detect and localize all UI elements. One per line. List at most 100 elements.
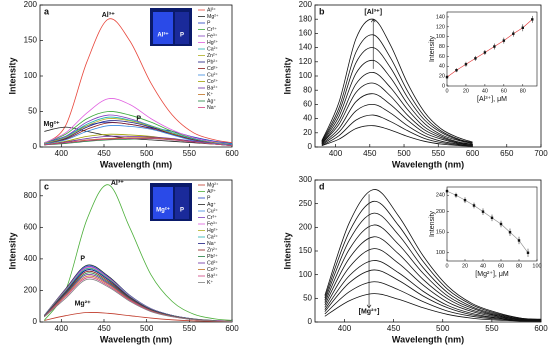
- x-tick-label: 450: [97, 324, 111, 333]
- inset-y-title: Intensity: [429, 210, 436, 237]
- x-tick-label: 600: [466, 149, 480, 158]
- inset-x-tick-label: 0: [445, 88, 448, 94]
- legend-label: Pb²⁺: [207, 254, 218, 260]
- spectrum-line: [324, 200, 541, 321]
- y-tick-label: 0: [308, 317, 313, 326]
- legend-label: Ca²⁺: [207, 234, 218, 240]
- legend-label: Co²⁺: [207, 79, 218, 85]
- y-axis-title: Intensity: [282, 232, 292, 269]
- y-tick-label: 250: [299, 199, 313, 208]
- panel: 400 450 500 550 600 0 50 100 150 200 Wavelength (n…: [7, 0, 239, 169]
- legend-label: Zn²⁺: [207, 53, 218, 59]
- spectrum-line: [321, 72, 473, 145]
- y-axis-title: Intensity: [7, 57, 17, 94]
- y-tick-label: 0: [308, 142, 313, 151]
- y-tick-label: 20: [303, 128, 312, 137]
- inset-y-tick-label: 140: [436, 14, 445, 20]
- legend-label: Hg²⁺: [207, 228, 218, 234]
- y-axis-title: Intensity: [282, 57, 292, 94]
- legend-label: Cr³⁺: [207, 27, 217, 33]
- data-point: [472, 204, 476, 207]
- photo-label: Al³⁺: [157, 32, 168, 39]
- inset-y-tick-label: 0: [442, 83, 445, 89]
- annotation: P: [80, 256, 85, 263]
- legend-label: Cd²⁺: [207, 66, 218, 72]
- spectrum-line: [324, 281, 541, 322]
- legend-label: Na⁺: [207, 105, 217, 111]
- spectrum-line: [321, 125, 473, 147]
- inset-frame: [446, 11, 538, 87]
- legend-label: Ca²⁺: [207, 46, 218, 52]
- data-point: [531, 18, 534, 21]
- inset-y-tick-label: 150: [436, 230, 445, 236]
- data-point: [445, 75, 449, 79]
- spectrum-line: [321, 114, 473, 146]
- spectrum-line: [43, 269, 232, 322]
- data-point: [474, 57, 477, 60]
- data-point: [521, 26, 524, 29]
- spectrum-line: [324, 269, 541, 322]
- inset-x-title: [Mg²⁺], μM: [475, 271, 509, 278]
- inset-x-tick-label: 20: [463, 88, 469, 94]
- inset-x-tick-label: 80: [516, 263, 522, 269]
- x-tick-label: 650: [500, 149, 514, 158]
- y-tick-label: 400: [24, 254, 38, 263]
- x-tick-label: 400: [329, 149, 343, 158]
- spectrum-line: [43, 266, 232, 322]
- annotation: [Mg²⁺]: [359, 308, 380, 315]
- spectrum-line: [324, 236, 541, 321]
- x-tick-label: 600: [534, 324, 548, 333]
- y-tick-label: 800: [24, 191, 38, 200]
- data-point: [526, 251, 530, 254]
- y-tick-label: 100: [24, 71, 38, 80]
- x-tick-label: 550: [183, 149, 197, 158]
- inset-x-title: [Al³⁺], μM: [477, 96, 507, 103]
- data-point: [490, 216, 494, 220]
- legend-label: Al³⁺: [207, 7, 216, 13]
- spectrum-line: [43, 265, 232, 322]
- y-tick-label: 100: [299, 71, 313, 80]
- spectrum-line: [321, 103, 473, 146]
- inset-y-tick-label: 60: [439, 54, 445, 60]
- y-tick-label: 160: [299, 29, 313, 38]
- legend-label: Cu²⁺: [207, 208, 218, 214]
- inset-x-tick-label: 80: [520, 88, 526, 94]
- annotation: P: [136, 115, 141, 122]
- y-tick-label: 80: [303, 85, 312, 94]
- y-tick-label: 60: [303, 100, 312, 109]
- y-tick-label: 150: [299, 246, 313, 255]
- annotation: Mg²⁺: [43, 121, 59, 128]
- inset-y-tick-label: 100: [436, 250, 445, 256]
- inset-y-tick-label: 100: [436, 34, 445, 40]
- legend-label: P: [207, 20, 211, 26]
- x-tick-label: 600: [225, 324, 239, 333]
- legend-label: Fe³⁺: [207, 33, 218, 39]
- inset-y-tick-label: 40: [439, 64, 445, 70]
- data-point: [517, 239, 521, 242]
- data-point: [508, 231, 512, 234]
- panel-label: a: [44, 6, 50, 16]
- spectrum-line: [43, 266, 232, 322]
- data-point: [493, 45, 496, 48]
- x-tick-label: 500: [140, 149, 154, 158]
- legend-label: Mg²⁺: [207, 14, 219, 20]
- inset-y-tick-label: 120: [436, 24, 445, 30]
- inset-x-tick-label: 20: [462, 263, 468, 269]
- x-tick-label: 450: [97, 149, 111, 158]
- y-tick-label: 200: [24, 0, 38, 9]
- annotation: Mg²⁺: [75, 301, 91, 308]
- spectrum-line: [44, 278, 232, 322]
- legend-label: K⁺: [207, 280, 213, 286]
- x-axis-title: Wavelength (nm): [392, 159, 464, 169]
- legend-label: Zn²⁺: [207, 247, 218, 253]
- legend-label: Al³⁺: [207, 189, 216, 195]
- x-tick-label: 450: [387, 324, 401, 333]
- spectrum-line: [324, 212, 541, 321]
- panel: 400 450 500 550 600 0 200 400 600 800 Wavelength (…: [7, 179, 239, 344]
- panel: 400 450 500 550 600 650 7000204060801001201401…: [282, 0, 548, 169]
- inset-y-tick-label: 200: [436, 209, 445, 215]
- inset-frame: [446, 186, 538, 262]
- x-tick-label: 450: [363, 149, 377, 158]
- panel-label: d: [319, 181, 325, 191]
